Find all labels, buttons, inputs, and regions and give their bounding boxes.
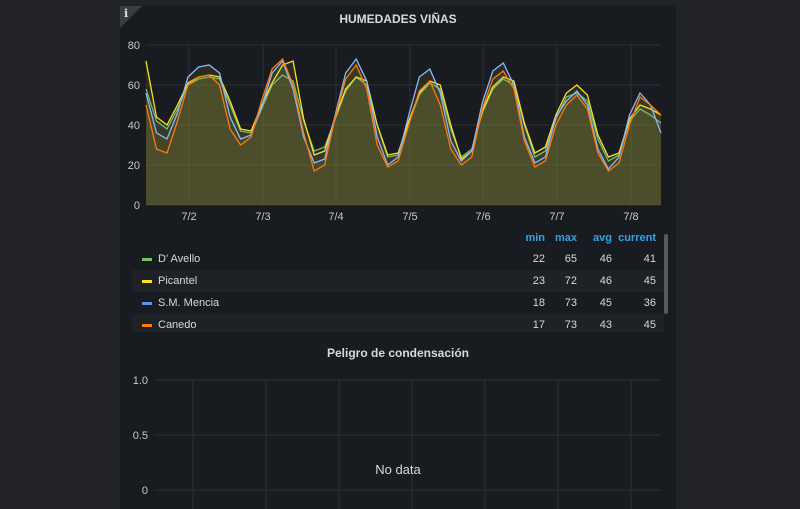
condensation-chart[interactable]: 1.0 0.5 0 bbox=[120, 340, 676, 509]
condensation-panel: Peligro de condensación 1.0 0.5 0 No data bbox=[120, 340, 676, 509]
x-tick-label: 7/4 bbox=[328, 211, 343, 223]
stat-max: 73 bbox=[564, 319, 577, 331]
series-name[interactable]: Picantel bbox=[158, 275, 198, 287]
x-tick-label: 7/7 bbox=[549, 211, 564, 223]
stat-current: 45 bbox=[643, 319, 656, 331]
y-tick-label: 20 bbox=[128, 160, 140, 172]
humidity-panel: i HUMEDADES VIÑAS 0 20 40 60 80 7/2 7/3 7/4 7/5… bbox=[120, 6, 676, 340]
x-tick-label: 7/5 bbox=[402, 211, 417, 223]
y-tick-label: 1.0 bbox=[133, 375, 148, 387]
series-swatch[interactable] bbox=[142, 302, 152, 305]
legend-header-max[interactable]: max bbox=[554, 232, 577, 244]
legend-header-current[interactable]: current bbox=[618, 232, 656, 244]
y-tick-label: 80 bbox=[128, 40, 140, 52]
stat-current: 45 bbox=[643, 275, 656, 287]
series-name[interactable]: Canedo bbox=[158, 319, 197, 331]
legend-scrollbar[interactable] bbox=[664, 234, 668, 314]
series-group bbox=[145, 57, 662, 205]
stat-current: 36 bbox=[643, 297, 656, 309]
y-tick-label: 0 bbox=[134, 200, 140, 212]
series-swatch[interactable] bbox=[142, 324, 152, 327]
legend-row-davello[interactable]: D' Avello 22 65 46 41 bbox=[132, 248, 664, 270]
legend-row-picantel[interactable]: Picantel 23 72 46 45 bbox=[132, 270, 664, 292]
panel-title[interactable]: Peligro de condensación bbox=[326, 346, 470, 360]
legend-row-sm-mencia[interactable]: S.M. Mencia 18 73 45 36 bbox=[132, 292, 664, 314]
stat-max: 73 bbox=[564, 297, 577, 309]
panel-title[interactable]: HUMEDADES VIÑAS bbox=[339, 12, 457, 26]
x-tick-label: 7/2 bbox=[181, 211, 196, 223]
x-tick-label: 7/3 bbox=[255, 211, 270, 223]
x-tick-label: 7/8 bbox=[623, 211, 638, 223]
x-tick-label: 7/6 bbox=[475, 211, 490, 223]
y-axis-ticks: 0 20 40 60 80 bbox=[128, 40, 140, 212]
no-data-message: No data bbox=[375, 462, 421, 477]
series-line bbox=[145, 57, 662, 172]
y-axis-ticks: 1.0 0.5 0 bbox=[133, 375, 148, 497]
legend-header-avg[interactable]: avg bbox=[593, 232, 612, 244]
stat-max: 65 bbox=[564, 253, 577, 265]
info-corner[interactable] bbox=[120, 6, 142, 28]
y-tick-label: 0.5 bbox=[133, 430, 148, 442]
series-name[interactable]: D' Avello bbox=[158, 253, 201, 265]
y-tick-label: 0 bbox=[142, 485, 148, 497]
x-axis-ticks: 7/2 7/3 7/4 7/5 7/6 7/7 7/8 bbox=[181, 211, 638, 223]
y-tick-label: 40 bbox=[128, 120, 140, 132]
series-area bbox=[146, 59, 661, 205]
chart-grid bbox=[154, 379, 661, 509]
legend-row-canedo[interactable]: Canedo 17 73 43 45 bbox=[132, 314, 664, 332]
stat-avg: 46 bbox=[599, 275, 612, 287]
stat-min: 23 bbox=[532, 275, 545, 287]
legend-table: min max avg current D' Avello 22 65 46 4… bbox=[132, 228, 664, 332]
stat-min: 18 bbox=[532, 297, 545, 309]
stat-min: 22 bbox=[532, 253, 545, 265]
stat-max: 72 bbox=[564, 275, 577, 287]
stat-avg: 43 bbox=[599, 319, 612, 331]
humidity-chart[interactable]: 0 20 40 60 80 7/2 7/3 7/4 7/5 7/6 7/7 7/8 bbox=[120, 6, 676, 224]
y-tick-label: 60 bbox=[128, 80, 140, 92]
series-line bbox=[145, 57, 662, 171]
legend-header-min[interactable]: min bbox=[525, 232, 545, 244]
stat-current: 41 bbox=[643, 253, 656, 265]
stat-avg: 45 bbox=[599, 297, 612, 309]
stat-min: 17 bbox=[532, 319, 545, 331]
series-area bbox=[146, 61, 661, 205]
info-icon[interactable]: i bbox=[124, 7, 129, 20]
series-swatch[interactable] bbox=[142, 280, 152, 283]
chart-grid bbox=[146, 44, 661, 206]
series-name[interactable]: S.M. Mencia bbox=[158, 297, 220, 309]
series-area bbox=[146, 59, 661, 205]
series-swatch[interactable] bbox=[142, 258, 152, 261]
legend-header: min max avg current bbox=[132, 228, 664, 248]
stat-avg: 46 bbox=[599, 253, 612, 265]
